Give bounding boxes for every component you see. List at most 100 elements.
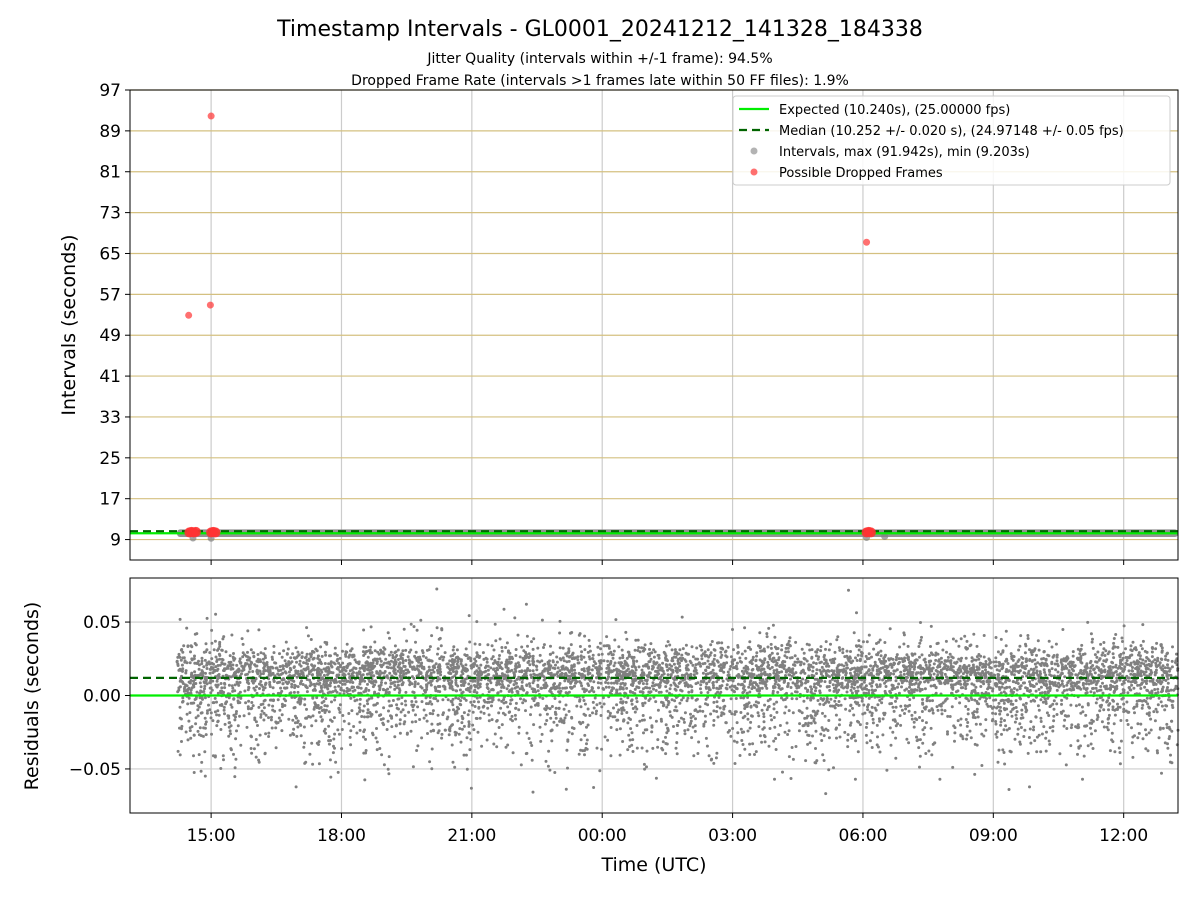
residual-point: [395, 713, 398, 717]
residual-point: [813, 677, 817, 681]
residual-point: [1112, 637, 1116, 640]
residual-point: [441, 658, 445, 662]
residual-point: [645, 686, 649, 690]
residual-point: [1114, 633, 1118, 636]
residual-point: [436, 647, 440, 651]
residual-point: [197, 733, 201, 737]
residual-point: [335, 667, 339, 671]
residual-point: [1085, 687, 1089, 690]
residual-point: [792, 663, 795, 667]
residual-point: [489, 666, 493, 670]
residual-point: [404, 690, 408, 694]
residual-point: [1118, 705, 1122, 709]
residual-point: [379, 659, 383, 663]
residual-point: [532, 679, 536, 683]
residual-point: [938, 670, 942, 674]
residual-point: [796, 657, 800, 661]
residual-point: [1163, 671, 1167, 675]
residual-point: [770, 718, 774, 722]
residual-point: [357, 706, 361, 710]
residual-point: [583, 753, 586, 757]
residual-point: [839, 703, 843, 707]
residual-point: [1086, 620, 1090, 624]
residual-point: [371, 731, 374, 735]
residual-point: [319, 645, 323, 649]
residual-point: [303, 697, 307, 701]
residual-point: [974, 685, 978, 689]
residual-point: [233, 766, 237, 770]
residual-point: [527, 737, 531, 740]
residual-point: [986, 704, 990, 708]
residual-point: [987, 657, 991, 661]
residual-point: [204, 720, 208, 724]
residual-point: [456, 719, 460, 723]
residual-point: [970, 656, 974, 660]
residual-point: [853, 777, 857, 781]
residual-point: [388, 704, 392, 708]
residual-point: [786, 682, 790, 685]
residual-point: [650, 730, 654, 734]
residual-point: [358, 682, 362, 686]
residual-point: [708, 662, 712, 666]
residual-point: [314, 719, 318, 723]
residual-point: [903, 712, 906, 715]
residual-point: [816, 657, 820, 661]
residual-point: [302, 661, 306, 665]
residual-point: [240, 664, 244, 668]
residual-point: [484, 669, 488, 673]
residual-point: [950, 691, 954, 695]
residual-point: [613, 661, 617, 665]
residual-point: [1159, 643, 1163, 647]
residual-point: [1057, 681, 1060, 685]
residual-point: [892, 672, 896, 676]
residual-point: [203, 696, 207, 700]
residual-point: [453, 765, 457, 769]
residual-point: [682, 720, 686, 724]
residual-point: [1000, 732, 1003, 736]
residual-point: [959, 637, 963, 641]
residual-point: [1029, 741, 1033, 745]
residual-point: [611, 656, 615, 660]
residual-point: [1028, 785, 1031, 789]
residual-point: [867, 689, 871, 692]
residual-point: [1171, 645, 1174, 649]
residual-point: [633, 710, 637, 714]
residual-point: [278, 652, 281, 656]
residual-point: [1132, 686, 1136, 690]
residual-point: [999, 723, 1003, 727]
residual-point: [441, 698, 445, 702]
residual-point: [492, 742, 496, 746]
residual-point: [478, 654, 482, 658]
residual-point: [1134, 667, 1137, 670]
residual-point: [635, 707, 639, 711]
residual-point: [732, 666, 735, 670]
residual-point: [1065, 683, 1069, 687]
residual-point: [1007, 788, 1011, 791]
residual-point: [204, 722, 208, 726]
residual-point: [363, 728, 366, 732]
residual-point: [280, 713, 284, 717]
residual-point: [642, 731, 645, 735]
residual-point: [894, 699, 897, 703]
residual-point: [1122, 680, 1126, 683]
residual-point: [864, 725, 868, 729]
residual-point: [657, 656, 661, 660]
residual-point: [469, 737, 473, 741]
residual-point: [744, 656, 748, 660]
residual-point: [405, 732, 409, 736]
residual-point: [317, 762, 321, 766]
residual-point: [257, 628, 261, 632]
residual-point: [1020, 713, 1024, 717]
chart-title: Timestamp Intervals - GL0001_20241212_14…: [276, 17, 923, 42]
residual-point: [694, 717, 697, 721]
residual-point: [234, 737, 238, 741]
residual-point: [1148, 706, 1151, 710]
residual-point: [307, 715, 311, 718]
residual-point: [459, 662, 463, 666]
residual-point: [837, 723, 841, 727]
residual-point: [843, 730, 847, 734]
residual-point: [599, 714, 603, 717]
residual-point: [668, 643, 672, 647]
residual-point: [722, 698, 726, 702]
residual-point: [1052, 719, 1056, 723]
